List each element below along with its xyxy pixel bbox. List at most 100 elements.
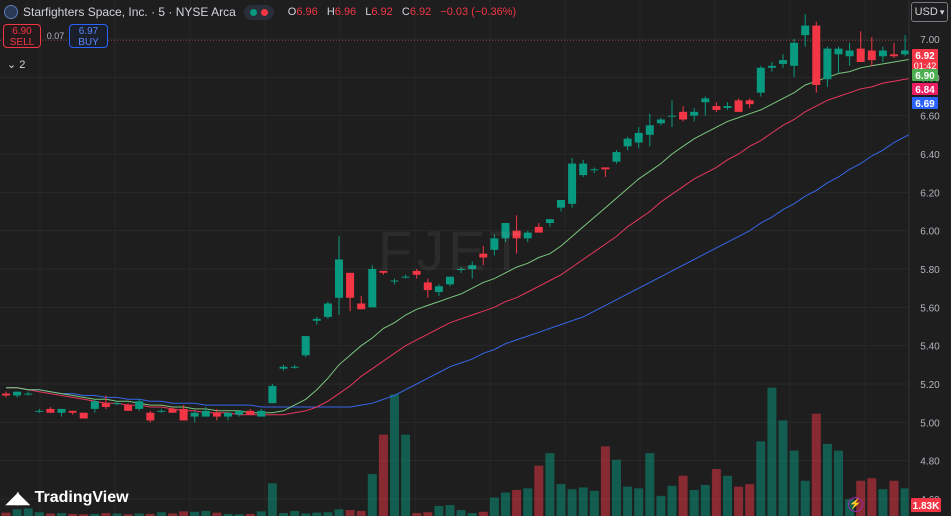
close-label: C [401, 6, 410, 18]
candle-body [124, 405, 133, 411]
candle-body [645, 125, 654, 135]
market-status-pill[interactable] [243, 4, 274, 20]
volume-bar [179, 511, 189, 516]
candle-body [690, 111, 699, 116]
volume-bar [445, 505, 455, 516]
volume-bar [689, 490, 699, 516]
volume-bar [789, 450, 799, 516]
volume-bar [512, 490, 522, 516]
volume-bar [134, 513, 144, 516]
volume-bar [667, 485, 677, 516]
legend-header[interactable]: Starfighters Space, Inc. · 5 · NYSE Arca… [4, 3, 516, 21]
volume-bar [434, 505, 444, 516]
candle-body [279, 366, 288, 369]
volume-bar [467, 513, 477, 516]
volume-bar [279, 513, 288, 516]
volume-bar [156, 512, 166, 516]
candle-body [346, 272, 355, 298]
price-tag [912, 49, 938, 71]
volume-bar [190, 511, 200, 516]
sell-label: SELL [9, 37, 35, 48]
candle-body [212, 412, 221, 417]
volume-bar [367, 474, 377, 516]
price-tick-label: 6.20 [920, 188, 940, 199]
candle-body [390, 280, 399, 282]
volume-bar [800, 480, 810, 516]
tradingview-mark-icon: ◢◣ [6, 490, 30, 507]
volume-bar [312, 512, 322, 516]
volume-bar [567, 489, 577, 516]
lightning-icon[interactable]: ⚡ [848, 497, 863, 512]
candle-body [701, 98, 710, 103]
candle-body [135, 401, 144, 409]
candle-body [412, 270, 421, 275]
chevron-down-icon: ⌄ [7, 59, 17, 71]
volume-bar [600, 446, 610, 516]
volume-bar [878, 489, 888, 516]
candle-body [46, 408, 55, 413]
sell-price: 6.90 [12, 26, 32, 37]
candle-body [323, 303, 332, 317]
volume-bar [700, 484, 710, 516]
candle-body [179, 408, 188, 421]
candle-body [13, 391, 22, 396]
candle-body [901, 50, 910, 55]
ma-blue-line [6, 103, 951, 408]
volume-bar [256, 511, 266, 516]
currency-selector[interactable]: USD ▾ [911, 2, 948, 22]
price-tick-label: 4.80 [920, 457, 940, 468]
volume-bar [1, 512, 11, 516]
candle-body [812, 25, 821, 85]
candle-body [434, 286, 443, 292]
volume-bar [245, 513, 255, 516]
candle-body [845, 50, 854, 57]
candle-body [568, 163, 577, 204]
candle-body [668, 115, 676, 117]
candle-body [745, 100, 754, 105]
volume-bar [234, 514, 244, 516]
volume-bar [745, 484, 755, 516]
volume-bar [290, 510, 300, 516]
spread-value: 0.07 [46, 31, 65, 41]
candle-body [157, 410, 166, 412]
sell-button[interactable]: 6.90 SELL [3, 24, 41, 48]
indicators-collapse-button[interactable]: ⌄ 2 [4, 57, 33, 72]
volume-bar [345, 510, 355, 516]
volume-bar [45, 513, 55, 516]
price-tag-label: 6.84 [915, 85, 935, 96]
price-tag [912, 69, 938, 81]
volume-bar [811, 413, 821, 516]
volume-bar [301, 513, 311, 516]
price-tag [912, 97, 938, 109]
candle-body [545, 219, 554, 223]
volume-bar [556, 484, 566, 516]
volume-bar [678, 475, 688, 516]
volume-bar [423, 512, 433, 516]
candle-body [201, 410, 210, 417]
candle-body [146, 412, 155, 421]
volume-bar [145, 513, 155, 516]
candle-body [235, 410, 244, 415]
volume-bar [822, 443, 832, 516]
candles [2, 14, 951, 423]
volume-bar [456, 510, 466, 516]
candle-body [68, 410, 77, 413]
volume-bar [656, 495, 666, 516]
candle-body [767, 65, 776, 68]
candle-body [257, 410, 266, 417]
candle-body [457, 269, 466, 270]
price-tag-label: 6.90 [915, 71, 935, 82]
volume-bar [267, 483, 277, 516]
candle-body [656, 119, 665, 124]
candle-body [623, 138, 632, 147]
high-label: H [326, 6, 335, 18]
symbol-title[interactable]: Starfighters Space, Inc. · 5 · NYSE Arca [23, 5, 236, 19]
price-axis[interactable]: 7.006.806.606.406.206.005.805.605.405.20… [908, 0, 951, 516]
volume-bar [23, 508, 33, 516]
tradingview-logo: ◢◣ TradingView [6, 488, 129, 508]
candle-body [446, 276, 454, 285]
buy-button[interactable]: 6.97 BUY [69, 24, 108, 48]
candle-body [423, 282, 432, 291]
candle-body [79, 412, 88, 419]
